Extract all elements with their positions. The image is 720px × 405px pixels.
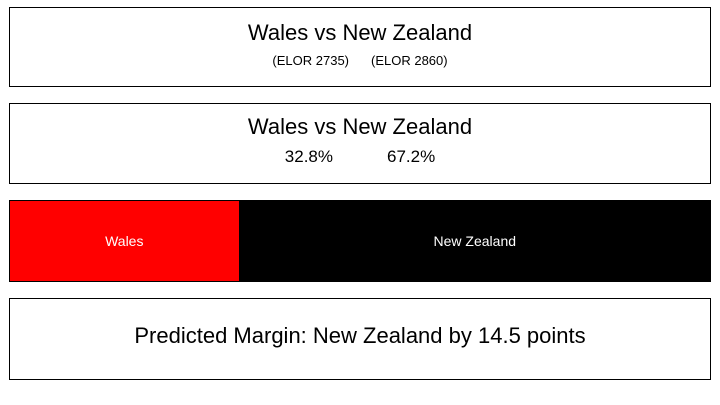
team-a-probability: 32.8%	[284, 147, 333, 166]
probabilities-row: 32.8% 67.2%	[10, 147, 710, 167]
team-b-rating: (ELOR 2860)	[371, 53, 448, 68]
team-b-bar-label: New Zealand	[433, 233, 517, 249]
team-b-bar-segment: New Zealand	[239, 201, 710, 281]
matchup-title: Wales vs New Zealand	[247, 114, 473, 139]
team-a-bar-label: Wales	[105, 233, 144, 249]
ratings-row: (ELOR 2735) (ELOR 2860)	[10, 53, 710, 69]
predicted-margin-text: Predicted Margin: New Zealand by 14.5 po…	[134, 323, 586, 348]
team-b-probability: 67.2%	[387, 147, 436, 166]
margin-panel: Predicted Margin: New Zealand by 14.5 po…	[9, 298, 711, 380]
matchup-title: Wales vs New Zealand	[247, 20, 473, 45]
ratings-panel: Wales vs New Zealand (ELOR 2735) (ELOR 28…	[9, 7, 711, 87]
team-a-bar-segment: Wales	[10, 201, 240, 281]
probabilities-panel: Wales vs New Zealand 32.8% 67.2%	[9, 103, 711, 184]
win-probability-bar: Wales New Zealand	[9, 200, 711, 282]
team-a-rating: (ELOR 2735)	[272, 53, 349, 68]
